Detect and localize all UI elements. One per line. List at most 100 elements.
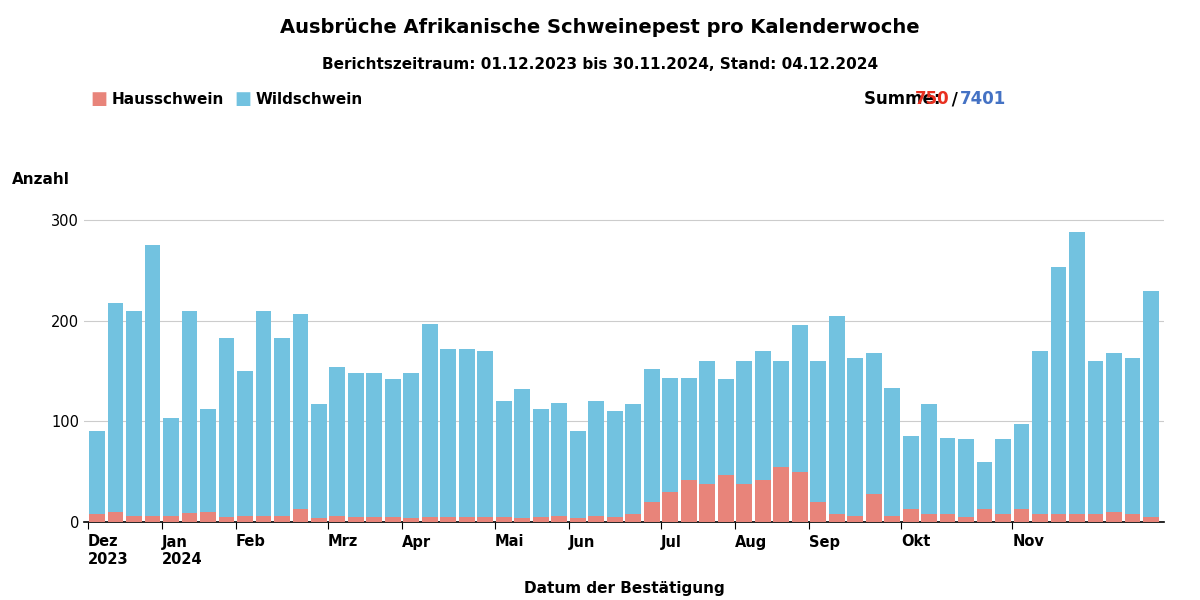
Bar	[458, 517, 475, 522]
Bar	[1014, 509, 1030, 522]
Text: Summe:: Summe:	[864, 90, 947, 108]
Text: Berichtszeitraum: 01.12.2023 bis 30.11.2024, Stand: 04.12.2024: Berichtszeitraum: 01.12.2023 bis 30.11.2…	[322, 57, 878, 72]
Bar	[458, 349, 475, 522]
Bar	[515, 518, 530, 522]
Bar	[922, 514, 937, 522]
Bar	[238, 371, 253, 522]
Bar	[496, 401, 511, 522]
Bar	[607, 411, 623, 522]
Bar	[995, 439, 1010, 522]
Bar	[1087, 361, 1104, 522]
Bar	[865, 494, 882, 522]
Bar	[644, 502, 660, 522]
Bar	[959, 517, 974, 522]
Bar	[89, 514, 104, 522]
Bar	[330, 367, 346, 522]
Bar	[1106, 512, 1122, 522]
Bar	[625, 514, 641, 522]
Text: Hausschwein: Hausschwein	[112, 91, 224, 107]
Bar	[348, 517, 364, 522]
Bar	[181, 311, 197, 522]
Bar	[700, 484, 715, 522]
Bar	[1014, 424, 1030, 522]
Bar	[496, 517, 511, 522]
Bar	[810, 361, 826, 522]
Bar	[680, 480, 696, 522]
Bar	[718, 379, 733, 522]
Bar	[662, 378, 678, 522]
Bar	[163, 516, 179, 522]
Text: Wildschwein: Wildschwein	[256, 91, 362, 107]
Bar	[403, 373, 419, 522]
Bar	[1106, 353, 1122, 522]
Bar	[311, 404, 326, 522]
Bar	[200, 409, 216, 522]
Bar	[256, 516, 271, 522]
Bar	[570, 431, 586, 522]
Bar	[847, 358, 863, 522]
Bar	[680, 378, 696, 522]
Bar	[755, 351, 770, 522]
Bar	[200, 512, 216, 522]
Bar	[588, 516, 604, 522]
Text: Anzahl: Anzahl	[12, 173, 70, 187]
Bar	[533, 409, 548, 522]
Bar	[977, 461, 992, 522]
Bar	[1032, 351, 1048, 522]
Bar	[366, 373, 383, 522]
Bar	[1124, 358, 1140, 522]
Bar	[737, 484, 752, 522]
Bar	[348, 373, 364, 522]
Text: 7401: 7401	[960, 90, 1007, 108]
Bar	[440, 349, 456, 522]
Bar	[163, 418, 179, 522]
Bar	[403, 518, 419, 522]
Bar	[533, 517, 548, 522]
Bar	[1087, 514, 1104, 522]
Bar	[588, 401, 604, 522]
Bar	[829, 514, 845, 522]
Text: Ausbrüche Afrikanische Schweinepest pro Kalenderwoche: Ausbrüche Afrikanische Schweinepest pro …	[280, 18, 920, 37]
Bar	[1144, 517, 1159, 522]
Bar	[902, 436, 918, 522]
Bar	[644, 369, 660, 522]
Bar	[515, 389, 530, 522]
Text: 750: 750	[914, 90, 949, 108]
Bar	[1124, 514, 1140, 522]
Bar	[884, 516, 900, 522]
Bar	[865, 353, 882, 522]
Bar	[1051, 514, 1067, 522]
Bar	[440, 517, 456, 522]
Text: ■: ■	[90, 90, 107, 108]
Bar	[293, 509, 308, 522]
Bar	[385, 379, 401, 522]
Bar	[274, 516, 289, 522]
Bar	[1069, 514, 1085, 522]
Bar	[330, 516, 346, 522]
Bar	[366, 517, 383, 522]
Bar	[810, 502, 826, 522]
Bar	[700, 361, 715, 522]
Bar	[570, 518, 586, 522]
X-axis label: Datum der Bestätigung: Datum der Bestätigung	[523, 581, 725, 596]
Bar	[108, 512, 124, 522]
Bar	[922, 404, 937, 522]
Bar	[847, 516, 863, 522]
Bar	[940, 514, 955, 522]
Bar	[218, 517, 234, 522]
Bar	[607, 517, 623, 522]
Bar	[902, 509, 918, 522]
Bar	[478, 351, 493, 522]
Bar	[829, 316, 845, 522]
Bar	[293, 314, 308, 522]
Bar	[662, 492, 678, 522]
Bar	[995, 514, 1010, 522]
Bar	[552, 516, 568, 522]
Text: ■: ■	[234, 90, 251, 108]
Bar	[238, 516, 253, 522]
Bar	[126, 516, 142, 522]
Bar	[126, 311, 142, 522]
Bar	[718, 475, 733, 522]
Text: /: /	[946, 90, 964, 108]
Bar	[218, 338, 234, 522]
